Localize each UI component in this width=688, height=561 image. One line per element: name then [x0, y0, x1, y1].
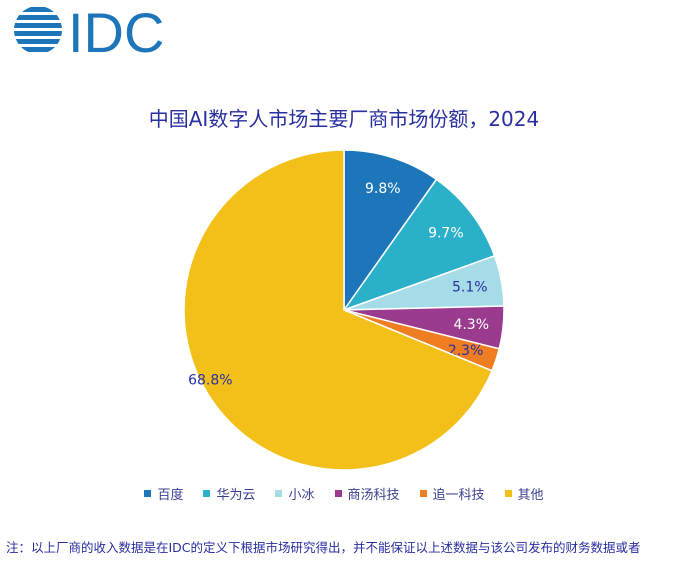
legend-swatch [419, 490, 427, 497]
legend-swatch [275, 490, 283, 497]
legend-label: 百度 [157, 488, 184, 503]
data-label: 5.1% [452, 279, 488, 295]
data-label: 9.8% [365, 181, 401, 197]
legend-label: 追一科技 [432, 488, 485, 503]
legend-item: 商汤科技 [334, 484, 400, 503]
legend-item: 其他 [504, 484, 544, 503]
legend-swatch [504, 490, 512, 497]
legend-label: 华为云 [216, 488, 256, 503]
legend-item: 追一科技 [419, 484, 485, 503]
chart-title: 中国AI数字人市场主要厂商市场份额，2024 [148, 107, 540, 131]
legend-label: 小冰 [288, 488, 315, 503]
footnote: 注：以上厂商的收入数据是在IDC的定义下根据市场研究得出，并不能保证以上述数据与… [6, 540, 641, 555]
legend-swatch [334, 490, 342, 497]
data-label: 2.3% [448, 343, 484, 359]
pie-slice-5 [183, 149, 493, 471]
pie-slice-1 [342, 178, 496, 312]
legend-label: 其他 [517, 488, 544, 503]
legend-label: 商汤科技 [347, 488, 400, 503]
legend-item: 华为云 [203, 484, 255, 503]
legend-swatch [144, 490, 152, 497]
legend: 百度 华为云 小冰 商汤科技 追一科技 其他 [0, 484, 688, 503]
data-label: 4.3% [453, 317, 489, 333]
legend-item: 小冰 [275, 484, 315, 503]
legend-swatch [203, 490, 211, 497]
pie-chart: 9.8% 9.7% 5.1% 4.3% 2.3% 68.8% [183, 149, 505, 471]
idc-logo: IDC [14, 4, 164, 56]
svg-text:IDC: IDC [68, 4, 164, 56]
pie-slice-0 [343, 149, 438, 313]
data-label: 68.8% [188, 372, 232, 388]
data-label: 9.7% [428, 226, 464, 242]
legend-item: 百度 [144, 484, 183, 503]
